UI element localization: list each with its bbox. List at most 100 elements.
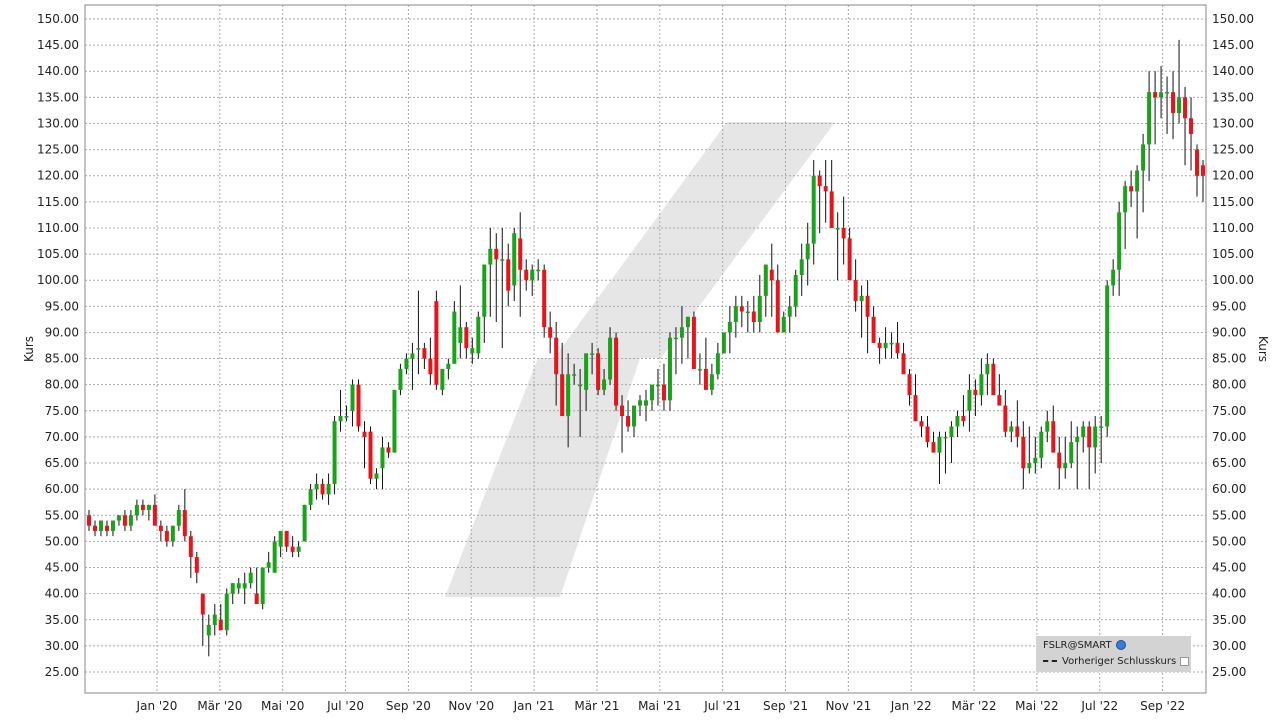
- candle-body: [871, 316, 876, 343]
- candle-body: [494, 248, 499, 260]
- globe-icon[interactable]: [1115, 640, 1126, 650]
- candle: [374, 468, 379, 490]
- candle-body: [632, 405, 637, 427]
- candle-body: [614, 337, 619, 406]
- candle-body: [913, 395, 918, 422]
- candle: [895, 321, 900, 359]
- candle-body: [272, 541, 277, 573]
- candle: [548, 311, 553, 354]
- legend-checkbox[interactable]: [1180, 656, 1190, 666]
- candle: [757, 274, 762, 333]
- candle-body: [518, 238, 523, 270]
- candle-body: [691, 316, 696, 370]
- candle-body: [733, 306, 738, 322]
- candle: [236, 577, 241, 594]
- legend-previous-close-row: Vorheriger Schlusskurs: [1043, 655, 1190, 669]
- candle: [751, 295, 756, 333]
- candle: [542, 264, 547, 338]
- y-tick-right: 85.00: [1212, 352, 1246, 366]
- candle: [152, 494, 157, 526]
- candle: [1039, 426, 1044, 469]
- candle-body: [775, 280, 780, 333]
- y-tick-right: 95.00: [1212, 299, 1246, 313]
- candle-body: [1003, 405, 1008, 432]
- candle-body: [667, 337, 672, 401]
- candle-body: [596, 353, 601, 390]
- candle-body: [140, 504, 145, 511]
- candle-body: [685, 316, 690, 328]
- candle-body: [1147, 92, 1152, 145]
- candle-body: [1063, 463, 1068, 469]
- candle-body: [470, 348, 475, 354]
- candle: [428, 337, 433, 385]
- candle: [859, 285, 864, 338]
- candle-body: [368, 431, 373, 479]
- candle: [362, 421, 367, 469]
- candle-body: [1201, 165, 1205, 176]
- candle-body: [1099, 426, 1104, 428]
- candle-body: [823, 186, 828, 192]
- candle: [524, 259, 529, 291]
- candle: [554, 321, 559, 406]
- candle: [536, 259, 541, 281]
- watermark-shape-lower: [445, 358, 640, 597]
- x-tick-label: Jan '20: [136, 699, 178, 713]
- candle: [871, 306, 876, 343]
- candle-body: [548, 327, 553, 338]
- candle-body: [1153, 92, 1158, 98]
- candle: [452, 301, 457, 364]
- candle: [655, 369, 660, 406]
- candle: [260, 567, 265, 610]
- candle-body: [853, 280, 858, 302]
- x-tick-label: Mai '20: [261, 699, 304, 713]
- x-tick-label: Sep '21: [763, 699, 808, 713]
- candle-body: [745, 311, 750, 314]
- legend: FSLR@SMART Vorheriger Schlusskurs: [1036, 636, 1191, 672]
- candle: [608, 327, 613, 385]
- candle-body: [979, 374, 984, 396]
- candle: [284, 530, 289, 552]
- candle: [632, 405, 637, 437]
- candle: [805, 222, 810, 286]
- candle: [266, 551, 271, 573]
- candle-body: [626, 416, 631, 427]
- candle-body: [841, 227, 846, 239]
- y-tick-right: 90.00: [1212, 325, 1246, 339]
- candle: [1171, 71, 1176, 140]
- candle: [464, 321, 469, 359]
- x-tick-label: Mär '21: [574, 699, 619, 713]
- candle: [350, 379, 355, 427]
- candle-body: [278, 530, 283, 547]
- y-tick-left: 135.00: [37, 90, 79, 104]
- candle-body: [620, 405, 625, 417]
- candle-body: [584, 353, 589, 390]
- candle: [338, 389, 343, 432]
- candle: [1045, 410, 1050, 443]
- candle-body: [566, 374, 571, 417]
- y-tick-right: 150.00: [1212, 12, 1254, 26]
- candle: [1093, 416, 1098, 474]
- candle-body: [164, 530, 169, 542]
- candle: [368, 426, 373, 484]
- y-tick-right: 45.00: [1212, 561, 1246, 575]
- candle: [1099, 416, 1104, 464]
- candle-body: [200, 593, 205, 615]
- candle-body: [266, 562, 271, 568]
- candle: [1087, 421, 1092, 490]
- y-tick-left: 35.00: [45, 613, 79, 627]
- candle: [703, 337, 708, 390]
- candle-body: [1123, 186, 1128, 213]
- y-tick-left: 65.00: [45, 456, 79, 470]
- candle-body: [398, 369, 403, 390]
- candle: [889, 332, 894, 359]
- x-tick-label: Mai '22: [1015, 699, 1058, 713]
- y-tick-right: 120.00: [1212, 169, 1254, 183]
- y-tick-right: 130.00: [1212, 116, 1254, 130]
- candle: [620, 395, 625, 453]
- candle-body: [985, 363, 990, 375]
- candle-body: [488, 248, 493, 265]
- candles: [87, 39, 1205, 657]
- candle-body: [578, 384, 583, 387]
- candle-body: [1111, 269, 1116, 286]
- candle-body: [877, 342, 882, 349]
